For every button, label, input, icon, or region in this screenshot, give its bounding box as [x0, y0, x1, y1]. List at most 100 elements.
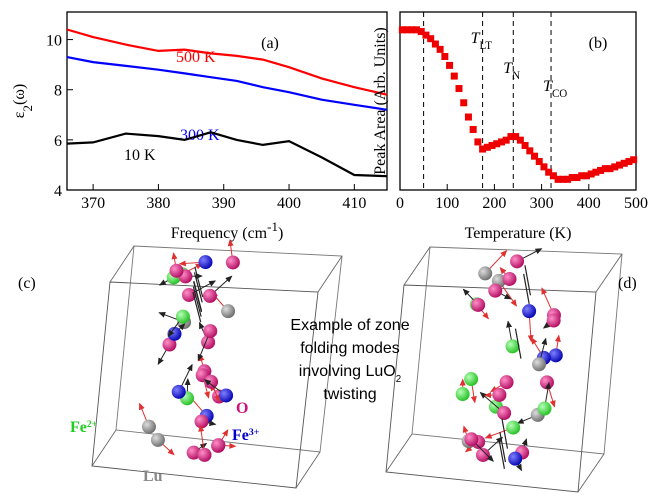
atom-label: Fe3+: [232, 427, 260, 445]
atom: [194, 414, 209, 429]
data-point: [417, 28, 425, 36]
data-point: [436, 45, 444, 53]
data-point: [578, 172, 586, 180]
atom: [202, 288, 217, 303]
data-point: [469, 125, 477, 133]
data-point: [531, 152, 539, 160]
y-axis-label: Peak Area (Arb. Units): [372, 27, 389, 175]
cell-edge: [109, 245, 135, 283]
text-part: CO: [552, 88, 567, 100]
cell-edge: [403, 246, 431, 286]
text-part: 3+: [249, 427, 260, 438]
y-tick-label: 8: [54, 83, 62, 100]
data-point: [502, 136, 510, 144]
atom: [464, 372, 479, 387]
bond: [523, 273, 530, 304]
panel-label: (c): [18, 275, 36, 292]
data-point: [559, 175, 567, 183]
x-tick-label: 500: [624, 195, 648, 212]
atom: [464, 432, 479, 447]
atom: [211, 438, 226, 453]
data-point: [549, 172, 557, 180]
data-point: [630, 156, 638, 164]
data-point: [601, 165, 609, 173]
annotation: TCO: [543, 78, 567, 100]
cell-edge: [595, 253, 623, 293]
caption-line: folding modes: [300, 340, 400, 357]
x-tick-label: 0: [396, 195, 404, 212]
panel-label: (b): [589, 35, 608, 52]
text-part: -1: [267, 219, 278, 234]
text-part: LT: [480, 40, 493, 52]
data-point: [620, 159, 628, 167]
y-axis-label: ε2(ω): [11, 84, 35, 118]
atom: [198, 255, 213, 270]
atom: [478, 266, 493, 281]
atom: [492, 387, 507, 402]
atom: [181, 287, 196, 302]
data-point: [455, 85, 463, 93]
data-point: [587, 170, 595, 178]
text-part: Lu: [143, 468, 163, 485]
atom: [141, 419, 156, 434]
text-part: Fe: [70, 419, 87, 436]
caption-line: twisting: [323, 386, 376, 403]
data-point: [460, 99, 468, 107]
atom: [162, 337, 177, 352]
data-point: [474, 138, 482, 146]
atom: [522, 304, 537, 319]
y-tick-label: 10: [46, 33, 62, 50]
bond: [194, 266, 204, 298]
atom: [532, 357, 547, 372]
text-part: Fe: [232, 427, 249, 444]
atom: [488, 283, 503, 298]
x-axis-label: Frequency (cm-1): [171, 219, 284, 243]
panel-label: (a): [261, 35, 279, 52]
bond: [524, 265, 532, 296]
data-point: [479, 145, 487, 153]
panel-label: (d): [618, 275, 637, 292]
text-part: T: [471, 30, 481, 47]
y-tick-label: 4: [54, 183, 62, 200]
cell-edge: [577, 453, 605, 493]
data-point: [408, 26, 416, 34]
atom: [539, 375, 554, 390]
atom: [510, 254, 525, 269]
atom: [475, 447, 490, 462]
atom: [455, 387, 470, 402]
atom: [502, 271, 517, 286]
text-part: 2+: [87, 419, 98, 430]
atom: [499, 375, 514, 390]
text-part: Peak Area (Arb. Units): [372, 27, 389, 175]
data-point: [512, 133, 520, 141]
data-point: [625, 158, 633, 166]
data-point: [521, 142, 529, 149]
cell-edge: [295, 451, 321, 489]
data-point: [535, 158, 543, 166]
x-tick-label: 300: [530, 195, 554, 212]
text-part: involving LuO: [299, 363, 396, 380]
text-part: Example of zone: [290, 317, 409, 334]
data-point: [398, 26, 406, 34]
text-part: T: [503, 60, 513, 77]
atom-label: Lu: [143, 468, 163, 485]
data-point: [450, 72, 458, 80]
text-part: 2: [20, 105, 35, 112]
atom: [186, 445, 201, 460]
text-part: folding modes: [300, 340, 400, 357]
text-part: 2: [396, 374, 401, 385]
data-point: [446, 61, 454, 69]
cell-edge: [385, 284, 597, 493]
data-point: [564, 175, 572, 183]
bond: [499, 432, 507, 463]
data-point: [611, 163, 619, 171]
atom-label: Fe2+: [70, 419, 98, 437]
series-line: [66, 56, 388, 111]
data-point: [615, 161, 623, 169]
data-point: [413, 26, 421, 34]
bond: [193, 281, 203, 313]
data-point: [554, 175, 562, 183]
atom: [508, 451, 523, 466]
bond: [193, 272, 203, 303]
